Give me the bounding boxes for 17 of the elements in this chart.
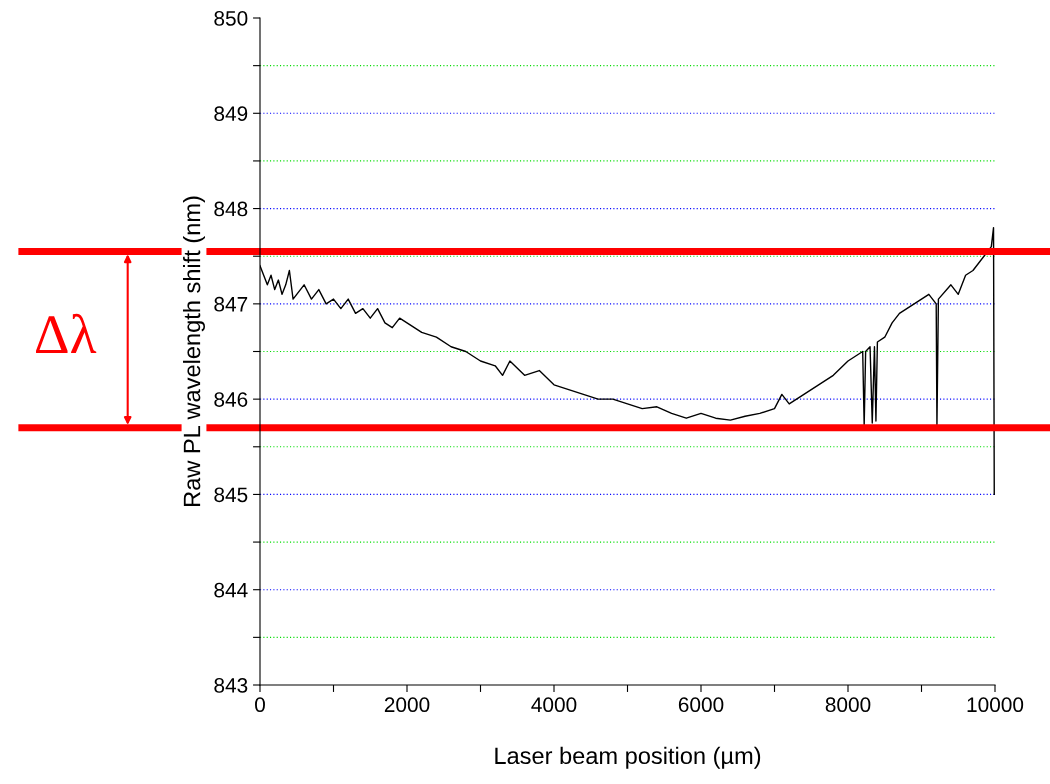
x-tick-label: 4000 <box>531 697 577 713</box>
y-tick-label: 850 <box>214 11 248 26</box>
y-tick-label: 845 <box>214 487 248 503</box>
x-axis-title: Laser beam position (µm) <box>495 746 761 769</box>
y-tick-label: 849 <box>214 106 248 122</box>
y-tick-label: 843 <box>214 678 248 693</box>
x-tick-label: 10000 <box>967 697 1024 713</box>
x-tick-label: 6000 <box>678 697 724 713</box>
x-tick-label: 0 <box>255 697 265 713</box>
y-tick-label: 848 <box>214 201 248 217</box>
y-tick-label: 846 <box>214 392 248 407</box>
text: Δλ <box>36 313 97 353</box>
x-tick-label: 8000 <box>825 697 871 713</box>
y-axis-title: Raw PL wavelength shift (nm) <box>183 196 205 506</box>
x-tick-label: 2000 <box>384 697 430 713</box>
y-tick-label: 844 <box>214 582 248 598</box>
y-tick-label: 847 <box>214 296 248 312</box>
